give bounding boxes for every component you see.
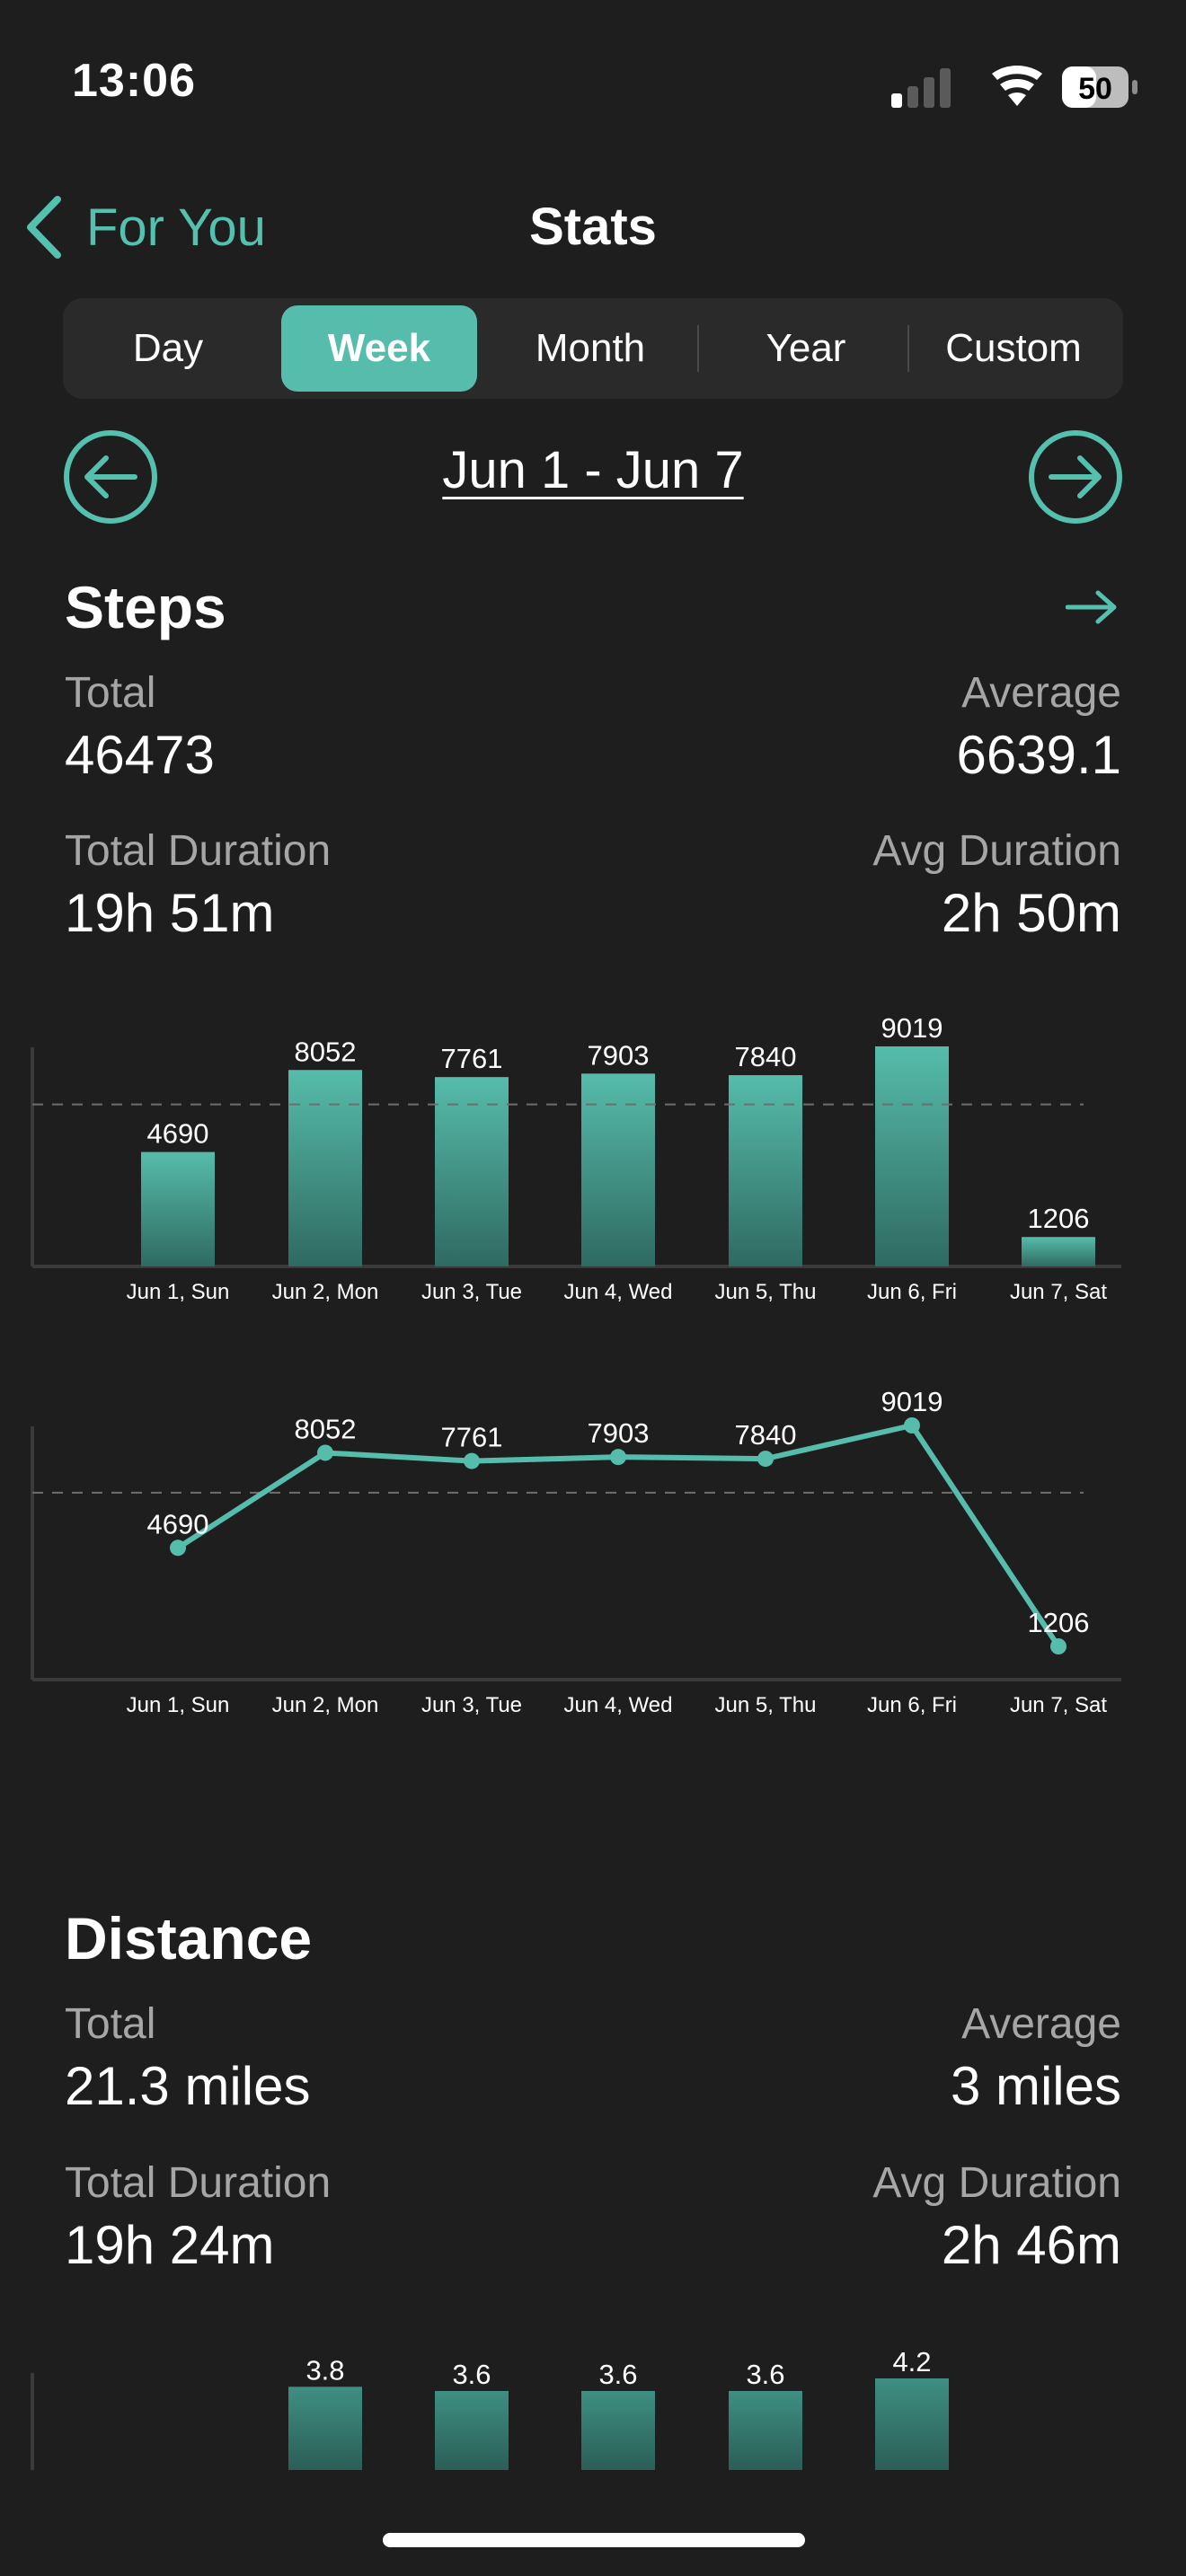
- point-value-label: 7840: [735, 1419, 797, 1451]
- status-icons: 50: [891, 66, 1137, 108]
- steps-total-value: 46473: [65, 725, 215, 785]
- point-value-label: 9019: [881, 1386, 943, 1417]
- bar[interactable]: [581, 1073, 655, 1266]
- distance-total-duration-label: Total Duration: [65, 2159, 332, 2207]
- distance-total-label: Total: [65, 2000, 156, 2048]
- bar-value-label: 3.6: [598, 2359, 637, 2390]
- distance-title: Distance: [65, 1905, 313, 1972]
- next-week-button[interactable]: [1028, 429, 1123, 525]
- back-button[interactable]: For You: [25, 190, 266, 264]
- segment-day[interactable]: Day: [132, 326, 204, 370]
- segment-month[interactable]: Month: [535, 326, 646, 370]
- x-tick-label: Jun 4, Wed: [564, 1693, 673, 1716]
- x-tick-label: Jun 1, Sun: [127, 1693, 230, 1716]
- steps-title: Steps: [65, 574, 226, 640]
- bar[interactable]: [729, 1075, 802, 1266]
- x-tick-label: Jun 7, Sat: [1010, 1280, 1107, 1304]
- steps-average-label: Average: [961, 669, 1121, 717]
- x-tick-label: Jun 2, Mon: [272, 1693, 379, 1716]
- line-point[interactable]: [464, 1452, 480, 1469]
- cellular-signal-icon: [891, 68, 951, 108]
- distance-bar-chart: 3.8 3.6 3.6 3.6 4.2: [31, 2346, 949, 2470]
- steps-avg-duration-value: 2h 50m: [941, 883, 1121, 943]
- distance-total-duration-value: 19h 24m: [65, 2215, 275, 2275]
- x-tick-label: Jun 5, Thu: [715, 1280, 817, 1304]
- line-point[interactable]: [170, 1539, 186, 1557]
- bar[interactable]: [435, 1077, 509, 1266]
- x-tick-label: Jun 4, Wed: [564, 1280, 673, 1304]
- bar-value-label: 9019: [881, 1012, 943, 1044]
- page-title: Stats: [529, 198, 657, 256]
- bar[interactable]: [435, 2391, 509, 2470]
- x-tick-label: Jun 2, Mon: [272, 1280, 379, 1304]
- line-point[interactable]: [610, 1449, 626, 1466]
- x-tick-label: Jun 6, Fri: [867, 1280, 957, 1304]
- bar[interactable]: [1022, 1237, 1095, 1266]
- previous-week-button[interactable]: [63, 429, 158, 525]
- steps-average-value: 6639.1: [956, 725, 1121, 785]
- date-range-label[interactable]: Jun 1 - Jun 7: [442, 441, 744, 499]
- line-point[interactable]: [1050, 1638, 1067, 1654]
- steps-detail-arrow-icon[interactable]: [1066, 589, 1118, 625]
- steps-avg-duration-label: Avg Duration: [872, 827, 1121, 875]
- x-tick-label: Jun 3, Tue: [421, 1280, 522, 1304]
- period-selector: Day Week Month Year Custom: [63, 298, 1123, 399]
- back-button-label: For You: [86, 198, 266, 257]
- line-point[interactable]: [317, 1444, 333, 1461]
- point-value-label: 1206: [1028, 1607, 1090, 1638]
- bar-value-label: 7761: [441, 1043, 503, 1074]
- distance-average-label: Average: [961, 2000, 1121, 2048]
- battery-icon: 50: [1062, 66, 1137, 108]
- bar-value-label: 8052: [295, 1036, 357, 1067]
- steps-line-chart: 4690 Jun 1, Sun 8052 Jun 2, Mon 7761 Jun 3, T…: [31, 1386, 1121, 1716]
- bar-value-label: 4690: [147, 1118, 209, 1150]
- bar[interactable]: [875, 2378, 949, 2470]
- x-tick-label: Jun 5, Thu: [715, 1693, 817, 1716]
- x-tick-label: Jun 7, Sat: [1010, 1693, 1107, 1716]
- chevron-left-icon: [27, 196, 61, 259]
- point-value-label: 7903: [588, 1417, 650, 1449]
- line-point[interactable]: [757, 1451, 774, 1468]
- arrow-left-icon: [84, 455, 137, 498]
- distance-average-value: 3 miles: [950, 2056, 1121, 2116]
- segment-year[interactable]: Year: [766, 326, 846, 370]
- bar-value-label: 3.8: [305, 2354, 344, 2386]
- steps-total-label: Total: [65, 669, 156, 717]
- bar-value-label: 7903: [588, 1039, 650, 1071]
- x-tick-label: Jun 1, Sun: [127, 1280, 230, 1304]
- x-tick-label: Jun 3, Tue: [421, 1693, 522, 1716]
- bar[interactable]: [581, 2391, 655, 2470]
- point-value-label: 8052: [295, 1413, 357, 1444]
- bar[interactable]: [729, 2391, 802, 2470]
- status-time: 13:06: [72, 55, 196, 107]
- point-value-label: 4690: [147, 1508, 209, 1539]
- distance-avg-duration-label: Avg Duration: [872, 2159, 1121, 2207]
- segment-divider: [907, 325, 909, 372]
- bar[interactable]: [875, 1046, 949, 1266]
- segment-custom[interactable]: Custom: [945, 326, 1082, 370]
- point-value-label: 7761: [441, 1422, 503, 1453]
- steps-bar-chart: 4690 Jun 1, Sun 8052 Jun 2, Mon 7761 Jun 3, T…: [31, 1012, 1121, 1304]
- segment-divider: [697, 325, 699, 372]
- bar[interactable]: [288, 2386, 362, 2470]
- steps-total-duration-value: 19h 51m: [65, 883, 275, 943]
- bar[interactable]: [288, 1070, 362, 1266]
- bar-value-label: 7840: [735, 1041, 797, 1072]
- battery-level: 50: [1078, 72, 1112, 106]
- x-tick-label: Jun 6, Fri: [867, 1693, 957, 1716]
- steps-total-duration-label: Total Duration: [65, 827, 332, 875]
- arrow-right-icon: [1049, 455, 1102, 498]
- bar-value-label: 4.2: [892, 2346, 931, 2378]
- home-indicator[interactable]: [383, 2533, 805, 2547]
- bar-value-label: 1206: [1028, 1203, 1090, 1234]
- segment-week[interactable]: Week: [281, 305, 477, 392]
- line-point[interactable]: [904, 1417, 920, 1434]
- bar-value-label: 3.6: [452, 2359, 491, 2390]
- bar-value-label: 3.6: [746, 2359, 784, 2390]
- wifi-icon: [992, 66, 1042, 106]
- distance-total-value: 21.3 miles: [65, 2056, 311, 2116]
- distance-avg-duration-value: 2h 46m: [941, 2215, 1121, 2275]
- bar[interactable]: [141, 1151, 215, 1266]
